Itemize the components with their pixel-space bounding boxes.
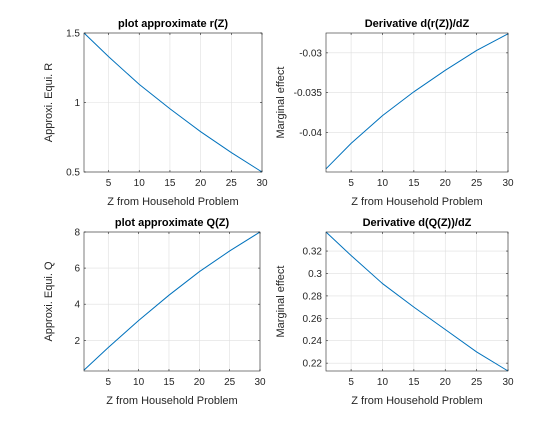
- x-tick-label-dq-2: 15: [408, 377, 420, 388]
- x-tick-label-dq-0: 5: [348, 377, 354, 388]
- y-tick-label-r-2: 1.5: [66, 29, 80, 40]
- y-tick-label-dq-2: 0.26: [303, 314, 323, 325]
- x-tick-label-r-3: 20: [195, 178, 207, 189]
- x-tick-label-dr-1: 10: [377, 178, 389, 189]
- y-axis-label-r: Approxi. Equi. R: [43, 63, 55, 143]
- x-tick-label-dq-3: 20: [440, 377, 452, 388]
- x-tick-label-dr-4: 25: [471, 178, 483, 189]
- subplot-r: 5 10 15 20 25 30 0.5 1 1.5 plot approximate r(Z) Z…: [43, 18, 268, 208]
- x-tick-label-r-4: 25: [226, 178, 238, 189]
- y-axis-label-q: Approxi. Equi. Q: [43, 261, 55, 342]
- y-tick-label-r-0: 0.5: [66, 168, 80, 179]
- x-tick-label-q-2: 15: [163, 377, 175, 388]
- y-tick-label-dr-1: -0.035: [294, 88, 323, 99]
- subplot-dr: 5 10 15 20 25 30 -0.04 -0.035 -0.03 Derivative d(…: [275, 18, 514, 208]
- x-tick-label-dr-5: 30: [502, 178, 514, 189]
- x-axis-label-r: Z from Household Problem: [107, 196, 238, 208]
- y-tick-label-q-0: 2: [74, 336, 80, 347]
- x-tick-label-r-1: 10: [134, 178, 146, 189]
- series-line-r-0: [83, 32, 263, 173]
- axes-frame-q: [83, 231, 261, 372]
- x-tick-label-r-0: 5: [106, 178, 112, 189]
- chart-title-dr: Derivative d(r(Z))/dZ: [365, 18, 470, 30]
- y-tick-label-q-1: 4: [74, 300, 80, 311]
- x-tick-label-q-1: 10: [133, 377, 145, 388]
- axes-background-q: [84, 232, 260, 371]
- chart-title-r: plot approximate r(Z): [118, 18, 228, 30]
- axes-background-dq: [326, 232, 508, 371]
- series-line-dr-0: [325, 33, 509, 170]
- y-tick-label-dq-5: 0.32: [303, 247, 323, 258]
- y-tick-label-r-1: 1: [74, 98, 80, 109]
- axes-background-dr: [326, 33, 508, 172]
- x-tick-label-r-2: 15: [164, 178, 176, 189]
- axes-frame-dr: [325, 32, 509, 173]
- x-tick-label-q-3: 20: [194, 377, 206, 388]
- y-tick-label-dq-3: 0.28: [303, 291, 323, 302]
- y-axis-label-dr: Marginal effect: [275, 67, 287, 139]
- x-axis-label-q: Z from Household Problem: [106, 395, 237, 407]
- chart-title-q: plot approximate Q(Z): [115, 217, 230, 229]
- x-tick-label-q-4: 25: [224, 377, 236, 388]
- x-tick-label-q-5: 30: [254, 377, 266, 388]
- y-tick-label-dq-0: 0.22: [303, 359, 323, 370]
- y-axis-label-dq: Marginal effect: [275, 266, 287, 338]
- y-tick-label-q-3: 8: [74, 228, 80, 239]
- x-tick-label-dq-4: 25: [471, 377, 483, 388]
- y-tick-label-dr-0: -0.04: [299, 128, 322, 139]
- subplot-q: 5 10 15 20 25 30 2 4 6 8 plot approximate Q(Z) Z fr…: [43, 217, 266, 407]
- chart-title-dq: Derivative d(Q(Z))/dZ: [363, 217, 472, 229]
- x-axis-label-dr: Z from Household Problem: [351, 196, 482, 208]
- y-tick-label-dq-4: 0.3: [308, 269, 322, 280]
- y-tick-label-q-2: 6: [74, 264, 80, 275]
- x-tick-label-dq-5: 30: [502, 377, 514, 388]
- series-line-dq-0: [325, 231, 509, 372]
- x-axis-label-dq: Z from Household Problem: [351, 395, 482, 407]
- x-tick-label-q-0: 5: [105, 377, 111, 388]
- x-tick-label-r-5: 30: [256, 178, 268, 189]
- x-tick-label-dr-2: 15: [408, 178, 420, 189]
- x-tick-label-dq-1: 10: [377, 377, 389, 388]
- x-tick-label-dr-3: 20: [440, 178, 452, 189]
- subplot-dq: 5 10 15 20 25 30 0.22 0.24 0.26 0.28 0.3 0.32 Deriva…: [275, 217, 514, 407]
- x-tick-label-dr-0: 5: [348, 178, 354, 189]
- series-line-q-0: [83, 231, 261, 371]
- y-tick-label-dr-2: -0.03: [299, 48, 322, 59]
- axes-frame-dq: [325, 231, 509, 372]
- y-tick-label-dq-1: 0.24: [303, 336, 323, 347]
